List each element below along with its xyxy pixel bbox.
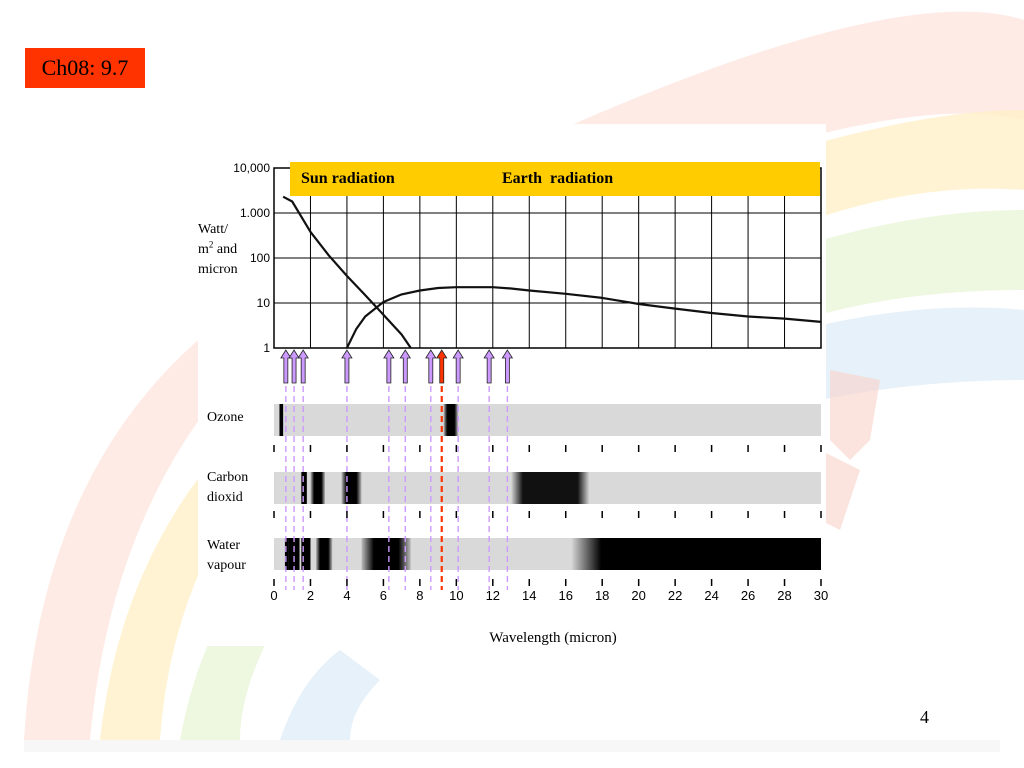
x-tick-label: 16 — [558, 588, 572, 603]
y-tick-label: 1.000 — [240, 206, 270, 220]
window-arrow-icon — [383, 349, 395, 384]
window-arrow-icon — [501, 349, 514, 384]
x-tick-label: 26 — [741, 588, 755, 603]
window-arrow-icon — [341, 349, 353, 384]
row-label-ozone: Ozone — [207, 410, 244, 425]
ozone-band-row — [274, 404, 821, 436]
x-tick-label: 2 — [307, 588, 314, 603]
absorption-band — [279, 404, 284, 436]
y-tick-label: 100 — [250, 251, 270, 265]
y-axis-label-m: m — [198, 242, 209, 257]
x-tick-label: 14 — [522, 588, 536, 603]
y-axis-label: Watt/ m2 and micron — [198, 220, 253, 280]
highlight-arrow-icon — [436, 349, 448, 384]
row-label-water-vapour: Water vapour — [207, 538, 246, 573]
window-arrow-icon — [483, 349, 495, 384]
x-axis-label: Wavelength (micron) — [489, 630, 617, 646]
absorption-band — [315, 538, 333, 570]
x-tick-label: 8 — [416, 588, 423, 603]
radiation-banner: Sun radiation Earth radiation — [290, 162, 820, 196]
absorption-band — [301, 472, 307, 504]
y-axis-label-and: and — [213, 242, 238, 257]
absorption-band — [284, 538, 289, 570]
window-arrows — [280, 349, 514, 384]
absorption-band — [571, 538, 821, 570]
plot-lines — [282, 195, 822, 349]
absorption-band — [288, 538, 295, 570]
page-number: 4 — [920, 707, 929, 727]
window-arrow-icon — [280, 349, 292, 384]
window-arrow-icon — [425, 349, 437, 384]
y-axis-ticks: 10,000 1.000 100 10 1 — [233, 161, 270, 355]
x-tick-label: 10 — [449, 588, 463, 603]
x-axis-label-box: Wavelength (micron) — [470, 624, 636, 654]
x-tick-label: 0 — [270, 588, 277, 603]
window-arrow-icon — [452, 349, 464, 384]
sun-radiation-line — [282, 195, 412, 349]
y-tick-label: 10 — [257, 296, 271, 310]
window-arrow-icon — [288, 349, 300, 384]
window-arrow-icon — [399, 349, 412, 384]
earth-radiation-line — [345, 286, 822, 349]
absorption-band — [511, 472, 590, 504]
x-tick-label: 18 — [595, 588, 609, 603]
absorption-band — [361, 538, 411, 570]
chapter-tag: Ch08: 9.7 — [25, 48, 145, 88]
absorption-band — [310, 472, 326, 504]
y-axis-label-exponent: 2 — [208, 239, 214, 250]
x-tick-label: 6 — [380, 588, 387, 603]
x-axis: 0 2 4 6 8 10 12 14 16 18 20 22 24 26 28 30 — [270, 445, 828, 603]
y-axis-label-line1: Watt/ — [198, 222, 228, 237]
x-tick-label: 4 — [343, 588, 350, 603]
absorption-band — [443, 404, 459, 436]
window-dashed-lines — [285, 386, 509, 590]
y-tick-label: 10,000 — [233, 161, 270, 175]
absorption-bands — [274, 404, 821, 570]
x-tick-label: 30 — [814, 588, 828, 603]
x-tick-label: 22 — [668, 588, 682, 603]
x-tick-label: 24 — [704, 588, 718, 603]
absorption-band — [294, 538, 300, 570]
window-arrow-icon — [297, 349, 309, 384]
y-axis-label-line3: micron — [198, 262, 238, 277]
y-tick-label: 1 — [263, 341, 270, 355]
absorption-band — [301, 538, 311, 570]
absorption-band — [341, 472, 362, 504]
x-tick-label: 28 — [777, 588, 791, 603]
x-tick-label: 12 — [486, 588, 500, 603]
row-label-carbon-dioxid: Carbon dioxid — [207, 470, 249, 505]
earth-radiation-label: Earth radiation — [502, 170, 614, 187]
sun-radiation-label: Sun radiation — [301, 170, 395, 187]
x-tick-label: 20 — [631, 588, 645, 603]
